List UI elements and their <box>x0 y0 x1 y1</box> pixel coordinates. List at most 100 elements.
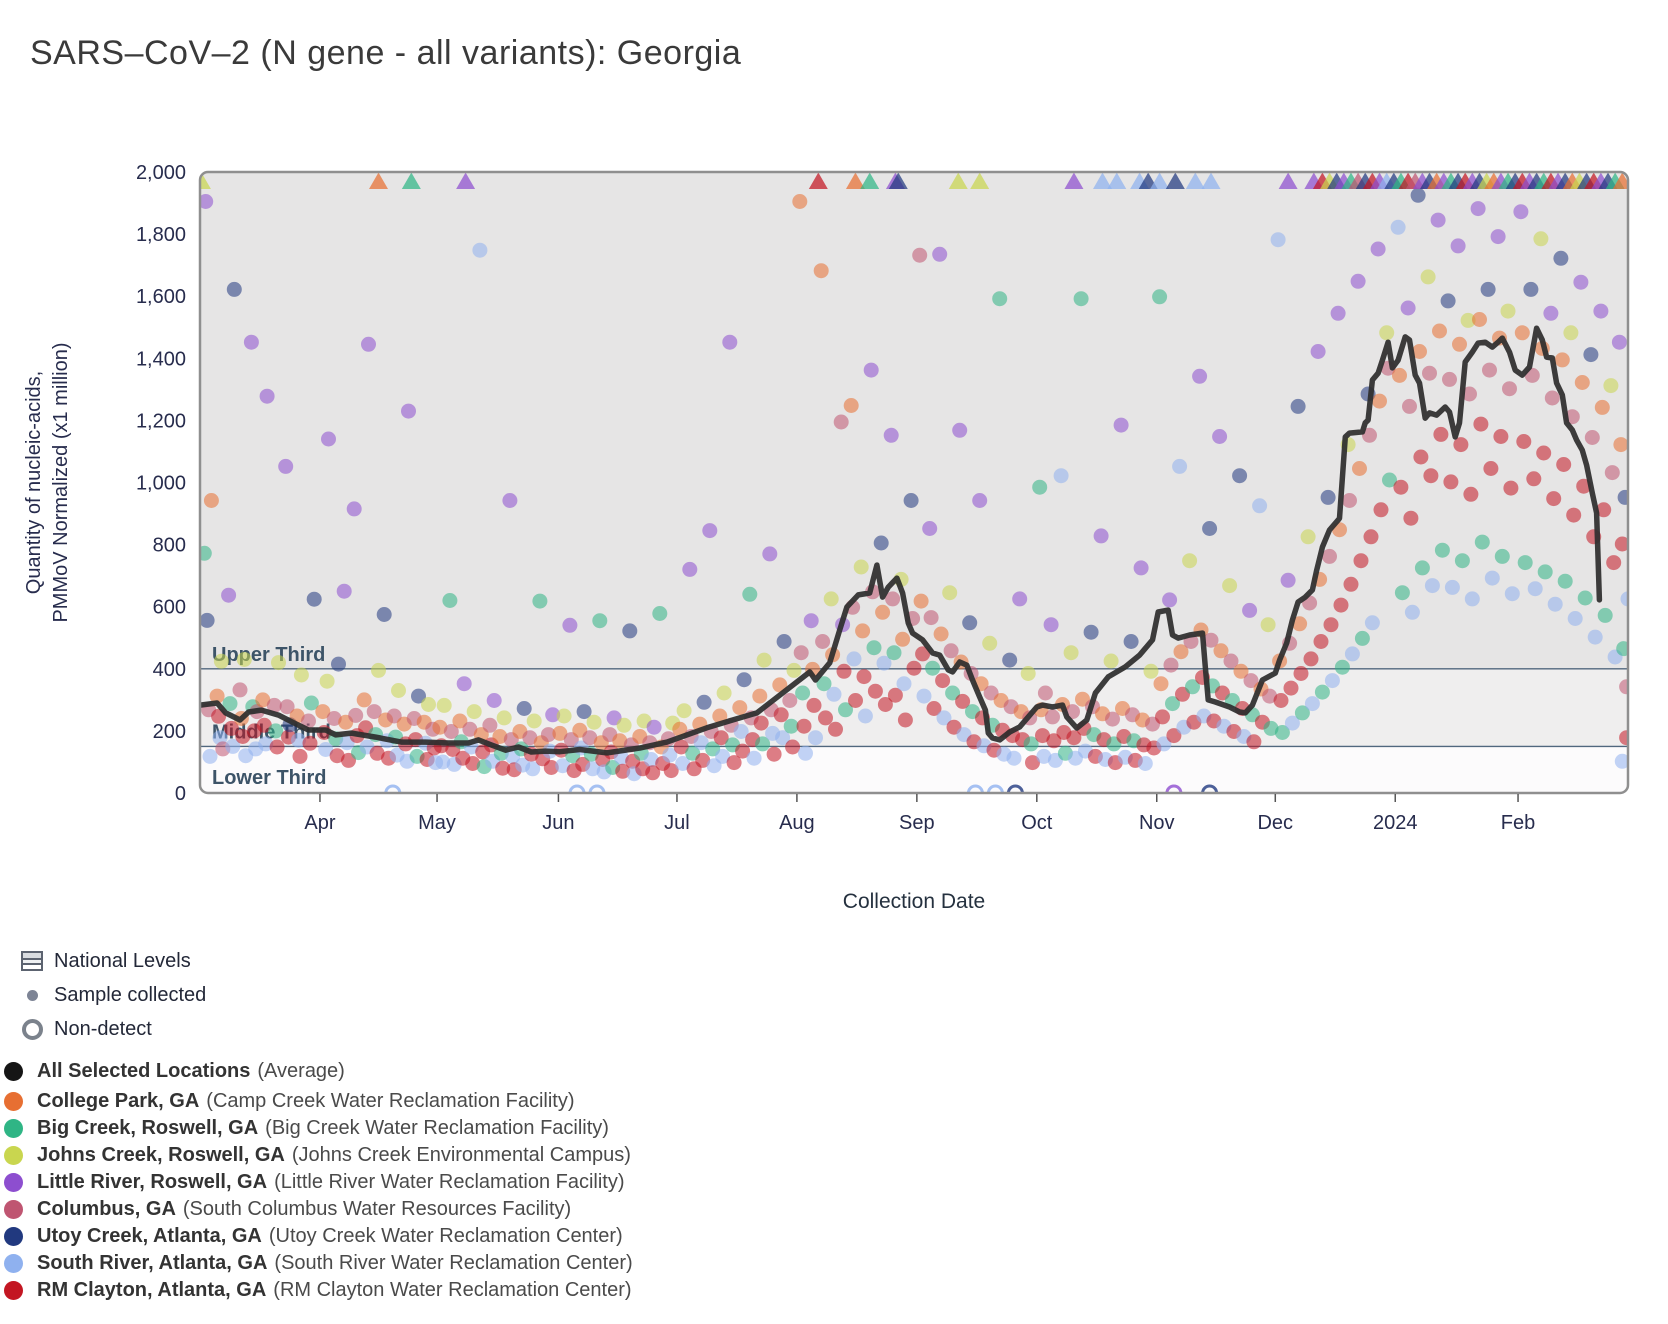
non-detect-ring[interactable] <box>1201 784 1219 800</box>
sample-dot[interactable] <box>713 730 729 746</box>
sample-dot[interactable] <box>1472 312 1487 327</box>
sample-dot[interactable] <box>586 714 602 730</box>
sample-dot[interactable] <box>1045 709 1060 725</box>
clipped-triangle[interactable] <box>369 172 388 190</box>
sample-dot[interactable] <box>838 702 853 718</box>
sample-dot[interactable] <box>1137 756 1153 771</box>
sample-dot[interactable] <box>1006 750 1022 766</box>
sample-dot[interactable] <box>1163 657 1179 673</box>
sample-dot[interactable] <box>212 730 228 746</box>
sample-dot[interactable] <box>897 712 913 728</box>
average-line[interactable] <box>200 325 1603 756</box>
sample-dot[interactable] <box>775 730 791 746</box>
sample-dot[interactable] <box>1223 653 1239 669</box>
sample-dot[interactable] <box>555 758 571 774</box>
sample-dot[interactable] <box>816 676 832 692</box>
sample-dot[interactable] <box>955 693 971 709</box>
location-legend-item[interactable]: RM Clayton, Atlanta, GA (RM Clayton Water… <box>4 1277 633 1304</box>
clipped-triangle[interactable] <box>1150 172 1170 190</box>
sample-dot[interactable] <box>1516 434 1532 449</box>
sample-dot[interactable] <box>1242 602 1258 618</box>
sample-dot[interactable] <box>1222 578 1238 594</box>
location-legend-item[interactable]: Columbus, GA (South Columbus Water Resour… <box>4 1196 633 1223</box>
sample-dot[interactable] <box>645 765 661 781</box>
sample-dot[interactable] <box>1379 325 1395 341</box>
sample-dot[interactable] <box>857 708 873 724</box>
sample-dot[interactable] <box>1410 187 1426 203</box>
sample-dot[interactable] <box>269 739 285 755</box>
sample-dot[interactable] <box>952 422 968 438</box>
sample-dot[interactable] <box>803 613 819 629</box>
sample-dot[interactable] <box>877 697 893 712</box>
sample-dot[interactable] <box>1402 398 1417 414</box>
sample-dot[interactable] <box>223 720 239 736</box>
sample-dot[interactable] <box>982 635 998 651</box>
sample-dot[interactable] <box>1474 534 1490 550</box>
location-legend-item[interactable]: All Selected Locations (Average) <box>4 1058 633 1085</box>
sample-dot[interactable] <box>962 615 978 631</box>
clipped-triangle[interactable] <box>948 172 968 190</box>
sample-dot[interactable] <box>1619 679 1634 695</box>
sample-dot[interactable] <box>776 634 792 649</box>
sample-dot[interactable] <box>1292 616 1308 632</box>
sample-dot[interactable] <box>1073 291 1089 307</box>
sample-dot[interactable] <box>326 711 342 726</box>
sample-dot[interactable] <box>502 493 518 508</box>
sample-dot[interactable] <box>1403 510 1419 526</box>
sample-dot[interactable] <box>1514 325 1530 341</box>
location-legend-item[interactable]: South River, Atlanta, GA (South River Wat… <box>4 1250 633 1277</box>
sample-dot[interactable] <box>912 247 928 263</box>
sample-dot[interactable] <box>1162 592 1178 608</box>
sample-dot[interactable] <box>1462 386 1477 402</box>
sample-dot[interactable] <box>255 692 271 708</box>
sample-dot[interactable] <box>411 688 426 704</box>
non-detect-ring[interactable] <box>986 784 1004 800</box>
sample-dot[interactable] <box>1043 617 1059 633</box>
sample-dot[interactable] <box>1566 507 1582 523</box>
sample-dot[interactable] <box>482 717 498 733</box>
clipped-triangle[interactable] <box>808 172 828 190</box>
location-legend-item[interactable]: Utoy Creek, Atlanta, GA (Utoy Creek Water… <box>4 1223 633 1250</box>
sample-dot[interactable] <box>1105 711 1120 727</box>
sample-dot[interactable] <box>1424 578 1440 594</box>
sample-dot[interactable] <box>855 623 871 639</box>
sample-dot[interactable] <box>1440 293 1456 309</box>
sample-dot[interactable] <box>813 263 829 279</box>
sample-dot[interactable] <box>1173 644 1189 660</box>
sample-dot[interactable] <box>753 715 769 731</box>
sample-dot[interactable] <box>1567 611 1583 626</box>
sample-dot[interactable] <box>1166 728 1182 744</box>
clipped-triangle[interactable] <box>1278 172 1298 190</box>
sample-dot[interactable] <box>1500 303 1516 319</box>
sample-dot[interactable] <box>1613 437 1628 453</box>
sample-dot[interactable] <box>525 761 541 777</box>
sample-dot[interactable] <box>1442 371 1457 387</box>
sample-dot[interactable] <box>1606 555 1622 571</box>
sample-dot[interactable] <box>782 693 798 708</box>
sample-dot[interactable] <box>1513 204 1529 220</box>
sample-dot[interactable] <box>682 561 698 577</box>
sample-dot[interactable] <box>1620 591 1636 607</box>
sample-dot[interactable] <box>1273 693 1289 708</box>
sample-dot[interactable] <box>1393 479 1409 495</box>
sample-dot[interactable] <box>1404 604 1420 620</box>
sample-dot[interactable] <box>1413 449 1429 465</box>
sample-dot[interactable] <box>443 724 459 739</box>
sample-dot[interactable] <box>202 748 218 764</box>
sample-dot[interactable] <box>1213 643 1229 659</box>
sample-dot[interactable] <box>695 752 711 768</box>
sample-dot[interactable] <box>318 742 334 757</box>
sample-dot[interactable] <box>675 756 691 771</box>
sample-dot[interactable] <box>866 640 882 656</box>
sample-dot[interactable] <box>532 593 548 609</box>
sample-dot[interactable] <box>828 721 843 737</box>
sample-dot[interactable] <box>886 645 902 661</box>
sample-dot[interactable] <box>1185 679 1200 695</box>
sample-dot[interactable] <box>1274 725 1290 740</box>
sample-dot[interactable] <box>562 617 578 633</box>
sample-dot[interactable] <box>1324 673 1340 689</box>
sample-dot[interactable] <box>1420 269 1436 285</box>
sample-dot[interactable] <box>716 685 732 701</box>
scatter-samples[interactable] <box>197 187 1636 782</box>
clipped-triangle[interactable] <box>860 172 880 190</box>
